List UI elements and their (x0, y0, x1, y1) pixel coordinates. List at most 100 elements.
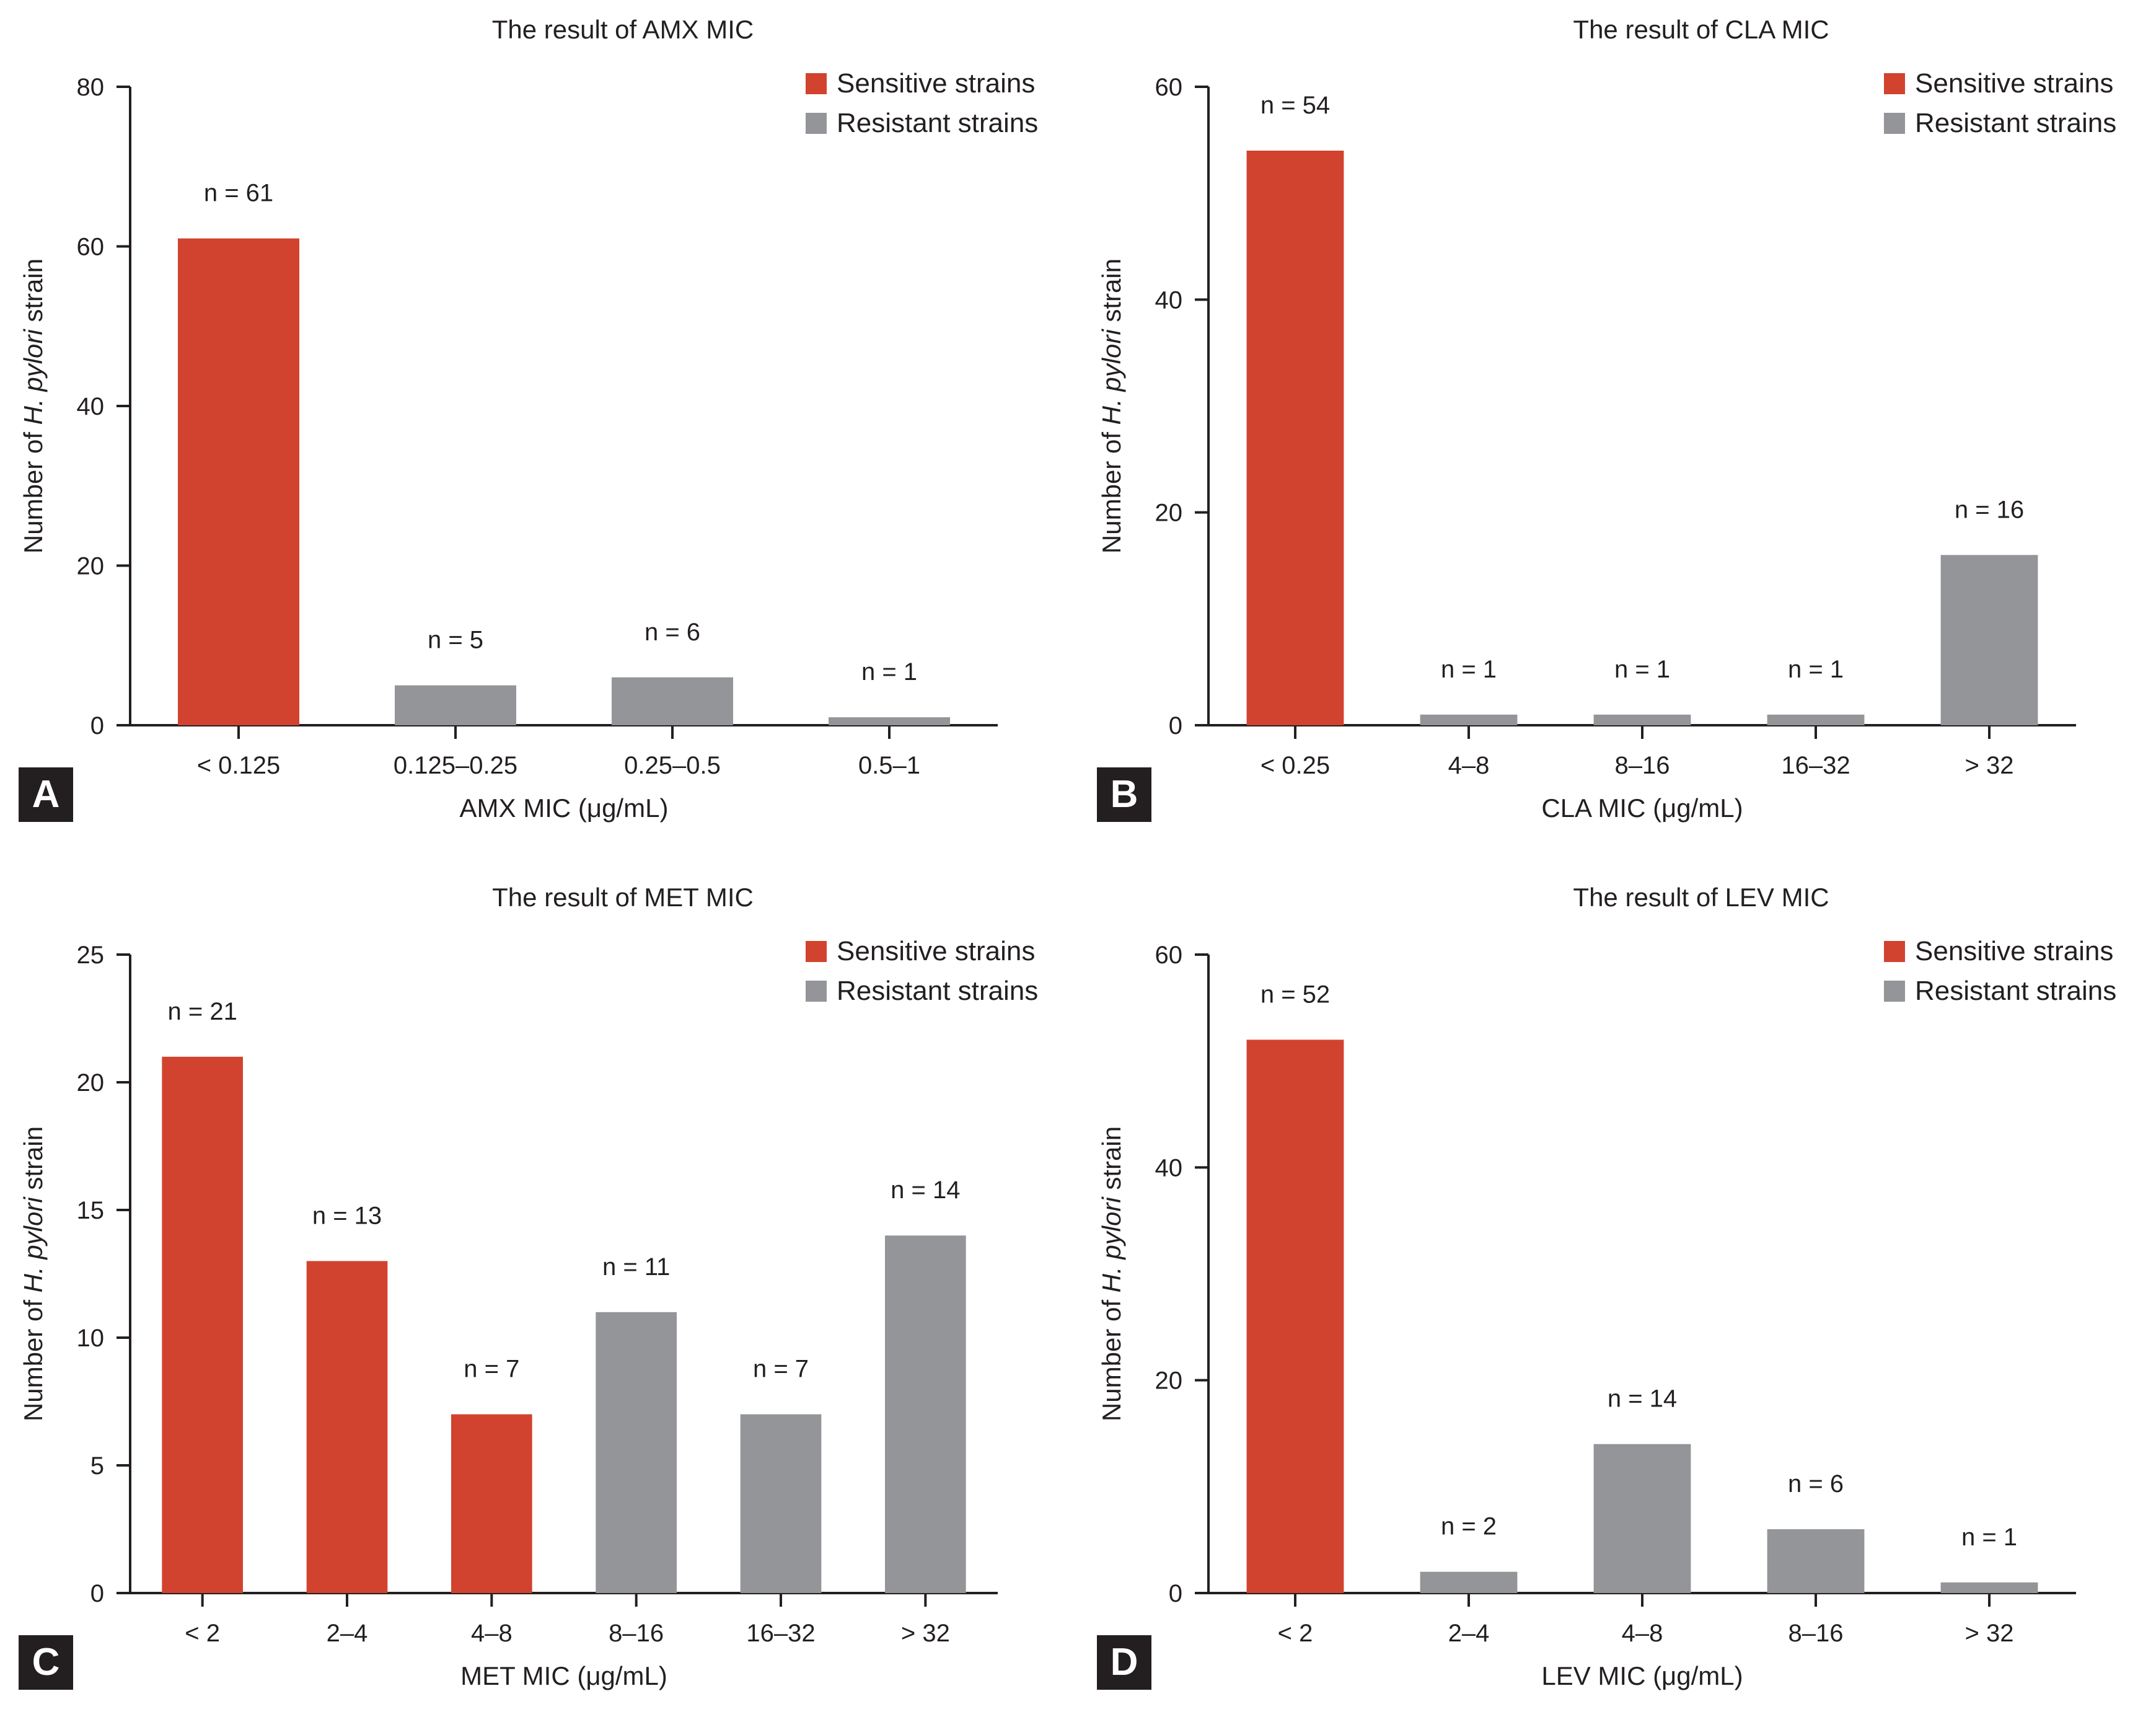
legend-swatch-sensitive (806, 941, 827, 962)
chart-svg: The result of CLA MIC 0 20 40 60 Number of H.… (1097, 15, 2116, 823)
bar-value-label: n = 1 (1614, 656, 1670, 683)
y-tick-label: 40 (1155, 286, 1183, 314)
y-tick-label: 60 (1155, 74, 1183, 101)
bar-value-label: n = 7 (753, 1356, 809, 1383)
bar-value-label: n = 7 (464, 1356, 519, 1383)
x-tick-label: 4–8 (1622, 1620, 1663, 1647)
panel-label: B (1097, 767, 1151, 822)
x-axis-title: MET MIC (μg/mL) (460, 1661, 667, 1690)
bar-resistant (1767, 714, 1865, 725)
bar-resistant (1940, 555, 2038, 725)
bar-resistant (1420, 714, 1518, 725)
x-tick-label: 0.125–0.25 (394, 752, 517, 779)
chart-panel-amx: The result of AMX MIC 0 20 40 60 80 Number of … (0, 0, 1078, 867)
legend-swatch-resistant (806, 981, 827, 1002)
legend-label-resistant: Resistant strains (837, 976, 1038, 1006)
y-axis-title: Number of H. pylori strain (1097, 258, 1126, 554)
bar-resistant (1593, 714, 1691, 725)
bar-value-label: n = 1 (1441, 656, 1497, 683)
bar-value-label: n = 2 (1441, 1513, 1497, 1540)
bar-sensitive (1246, 151, 1344, 725)
y-tick-label: 80 (77, 74, 105, 101)
x-axis-title: LEV MIC (μg/mL) (1541, 1661, 1743, 1690)
bar-value-label: n = 21 (168, 998, 237, 1025)
y-tick-label: 20 (77, 553, 105, 580)
legend-label-resistant: Resistant strains (837, 108, 1038, 138)
y-tick-label: 0 (1169, 1580, 1182, 1607)
x-tick-label: 4–8 (1448, 752, 1490, 779)
y-tick-label: 0 (90, 712, 104, 739)
legend-label-sensitive: Sensitive strains (837, 936, 1035, 966)
bar-resistant (612, 677, 733, 725)
y-axis-title-part: H. pylori (19, 329, 48, 425)
legend-swatch-resistant (1884, 981, 1905, 1002)
chart-title: The result of CLA MIC (1573, 15, 1829, 44)
bar-sensitive (162, 1056, 243, 1593)
x-axis-title: CLA MIC (μg/mL) (1541, 793, 1743, 823)
panel-label: D (1097, 1635, 1151, 1690)
legend-label-resistant: Resistant strains (1915, 976, 2116, 1006)
bar-resistant (1420, 1571, 1518, 1593)
bar-value-label: n = 14 (1608, 1385, 1677, 1413)
bar-resistant (885, 1235, 966, 1593)
y-tick-label: 15 (77, 1197, 105, 1224)
bar-value-label: n = 13 (312, 1202, 382, 1229)
bar-value-label: n = 6 (645, 619, 700, 646)
legend-swatch-sensitive (806, 73, 827, 94)
panel-label: A (19, 767, 73, 822)
bar-resistant (395, 685, 516, 725)
y-tick-label: 40 (1155, 1154, 1183, 1181)
chart-title: The result of MET MIC (492, 883, 754, 912)
chart-svg: The result of MET MIC 0 5 10 15 20 25 Number of… (19, 883, 1038, 1690)
y-axis-title: Number of H. pylori strain (1097, 1126, 1126, 1421)
bar-value-label: n = 6 (1788, 1470, 1844, 1498)
y-tick-label: 25 (77, 942, 105, 969)
x-tick-label: 16–32 (1781, 752, 1850, 779)
bar-value-label: n = 54 (1261, 92, 1330, 119)
x-tick-label: > 32 (901, 1620, 950, 1647)
x-tick-label: < 2 (185, 1620, 220, 1647)
y-tick-label: 5 (90, 1452, 104, 1480)
legend-label-sensitive: Sensitive strains (1915, 936, 2113, 966)
y-tick-label: 60 (77, 234, 105, 261)
y-tick-label: 0 (1169, 712, 1182, 739)
x-tick-label: < 0.25 (1261, 752, 1330, 779)
x-tick-label: 0.5–1 (858, 752, 920, 779)
bar-sensitive (1246, 1040, 1344, 1593)
x-tick-label: < 2 (1278, 1620, 1313, 1647)
y-axis-title-part: H. pylori (1097, 1196, 1126, 1293)
x-axis-title: AMX MIC (μg/mL) (460, 793, 669, 823)
chart-title: The result of AMX MIC (492, 15, 754, 44)
y-tick-label: 60 (1155, 942, 1183, 969)
y-tick-label: 20 (1155, 1367, 1183, 1395)
legend-label-resistant: Resistant strains (1915, 108, 2116, 138)
legend-swatch-resistant (1884, 113, 1905, 134)
bar-value-label: n = 52 (1261, 981, 1330, 1008)
y-axis-title-part: H. pylori (1097, 329, 1126, 425)
y-tick-label: 20 (1155, 500, 1183, 527)
y-tick-label: 40 (77, 393, 105, 420)
bar-sensitive (178, 238, 299, 725)
bar-resistant (596, 1312, 677, 1593)
chart-panel-cla: The result of CLA MIC 0 20 40 60 Number of H.… (1078, 0, 2156, 867)
y-axis-title-part: Number of (1097, 1292, 1126, 1421)
y-axis-title-part: strain (19, 258, 48, 329)
y-tick-label: 10 (77, 1325, 105, 1352)
legend-swatch-sensitive (1884, 941, 1905, 962)
bar-resistant (829, 717, 950, 725)
legend-swatch-sensitive (1884, 73, 1905, 94)
x-tick-label: 2–4 (327, 1620, 368, 1647)
x-tick-label: < 0.125 (197, 752, 281, 779)
y-tick-label: 0 (90, 1580, 104, 1607)
x-tick-label: 2–4 (1448, 1620, 1490, 1647)
y-axis-title-part: strain (1097, 258, 1126, 329)
bar-value-label: n = 1 (861, 658, 917, 686)
y-axis-title-part: Number of (1097, 425, 1126, 554)
y-tick-label: 20 (77, 1069, 105, 1097)
chart-panel-met: The result of MET MIC 0 5 10 15 20 25 Number of… (0, 868, 1078, 1735)
bar-resistant (740, 1414, 822, 1593)
bar-value-label: n = 16 (1955, 496, 2024, 523)
y-axis-title-part: Number of (19, 1292, 48, 1421)
bar-value-label: n = 1 (1961, 1524, 2017, 1551)
y-axis-title: Number of H. pylori strain (19, 258, 48, 554)
